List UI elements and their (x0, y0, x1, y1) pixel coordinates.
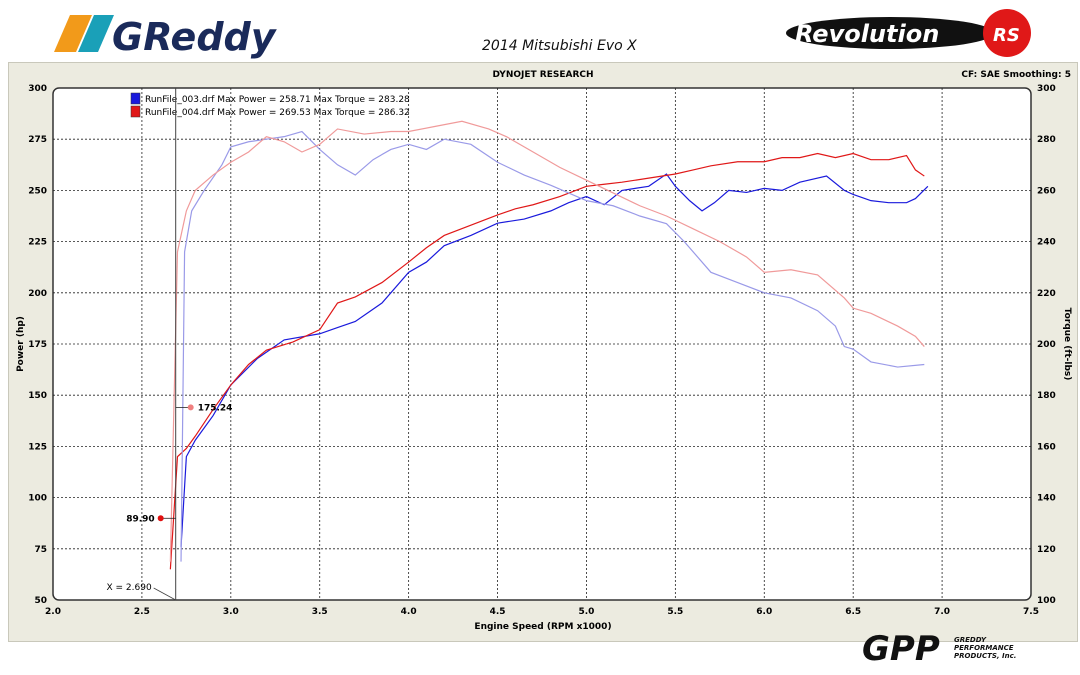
y-tick-label: 200 (28, 289, 47, 299)
x-tick-label: 5.0 (578, 607, 594, 617)
x-tick-label: 2.5 (134, 607, 150, 617)
series-line-torque-3 (169, 120, 925, 562)
chart-heading: 2014 Mitsubishi Evo X (482, 38, 637, 54)
y2-tick-label: 100 (1037, 596, 1056, 606)
x-axis-label: Engine Speed (RPM x1000) (474, 622, 611, 632)
x-tick-label: 4.0 (401, 607, 417, 617)
x-tick-label: 4.5 (490, 607, 506, 617)
x-tick-label: 2.0 (45, 607, 61, 617)
dyno-chart-panel: DYNOJET RESEARCH CF: SAE Smoothing: 5 2.0 2… (8, 62, 1078, 642)
x-tick-label: 7.5 (1023, 607, 1039, 617)
y-tick-label: 225 (28, 238, 47, 248)
revolution-rs-logo: Revolution RS (786, 9, 1031, 57)
x-tick-label: 6.0 (756, 607, 772, 617)
y-axis-label: Power (hp) (16, 316, 26, 372)
legend-entry: RunFile_003.drf Max Power = 258.71 Max T… (145, 95, 410, 105)
series-line-torque-2 (180, 130, 925, 562)
y-tick-label: 50 (34, 596, 47, 606)
y-tick-label: 150 (28, 391, 47, 401)
legend-swatch (130, 92, 141, 105)
svg-text:GReddy: GReddy (112, 15, 278, 59)
y2-tick-label: 260 (1037, 186, 1056, 196)
y-tick-label: 175 (28, 340, 47, 350)
cursor-marker-value: 175.24 (198, 403, 233, 413)
svg-text:Revolution: Revolution (795, 20, 939, 48)
y2-tick-label: 240 (1037, 238, 1056, 248)
greddy-logo: GReddy (54, 15, 278, 59)
svg-text:RS: RS (993, 25, 1020, 46)
y2-axis-label: Torque (ft-lbs) (1062, 308, 1072, 381)
y2-tick-label: 300 (1037, 84, 1056, 94)
cursor-leader (153, 587, 176, 601)
x-tick-label: 3.0 (223, 607, 239, 617)
dyno-chart: DYNOJET RESEARCH CF: SAE Smoothing: 5 2.0 2… (16, 70, 1072, 632)
series-line-power-1 (169, 152, 925, 570)
chart-title: DYNOJET RESEARCH (492, 70, 593, 80)
series-line-power-0 (180, 173, 929, 547)
x-tick-label: 7.0 (934, 607, 950, 617)
y-tick-label: 275 (28, 135, 47, 145)
chart-info: CF: SAE Smoothing: 5 (961, 70, 1071, 80)
y2-tick-label: 220 (1037, 289, 1056, 299)
cursor-marker-value: 89.90 (126, 514, 154, 524)
svg-text:PERFORMANCE: PERFORMANCE (954, 644, 1014, 652)
cursor-marker-dot (187, 404, 194, 411)
legend-entry: RunFile_004.drf Max Power = 269.53 Max T… (145, 108, 410, 118)
svg-text:GREDDY: GREDDY (954, 636, 987, 644)
y2-tick-label: 120 (1037, 545, 1056, 555)
y2-tick-label: 140 (1037, 494, 1056, 504)
cursor-marker-dot (157, 515, 164, 522)
header: GReddy 2014 Mitsubishi Evo X Revolution … (0, 0, 1080, 62)
y-tick-label: 125 (28, 442, 47, 452)
legend-swatch (130, 105, 141, 118)
cursor-label: X = 2.690 (106, 583, 151, 593)
x-tick-label: 3.5 (312, 607, 328, 617)
gpp-logo: GPP GREDDY PERFORMANCE PRODUCTS, Inc. (862, 629, 1016, 669)
y2-tick-label: 200 (1037, 340, 1056, 350)
svg-text:PRODUCTS, Inc.: PRODUCTS, Inc. (954, 652, 1016, 660)
y-tick-label: 300 (28, 84, 47, 94)
y-tick-label: 250 (28, 186, 47, 196)
y-tick-label: 100 (28, 494, 47, 504)
y2-tick-label: 160 (1037, 442, 1056, 452)
x-tick-label: 5.5 (667, 607, 683, 617)
x-tick-label: 6.5 (845, 607, 861, 617)
y2-tick-label: 280 (1037, 135, 1056, 145)
y-tick-label: 75 (34, 545, 47, 555)
y2-tick-label: 180 (1037, 391, 1056, 401)
svg-text:GPP: GPP (862, 629, 940, 669)
